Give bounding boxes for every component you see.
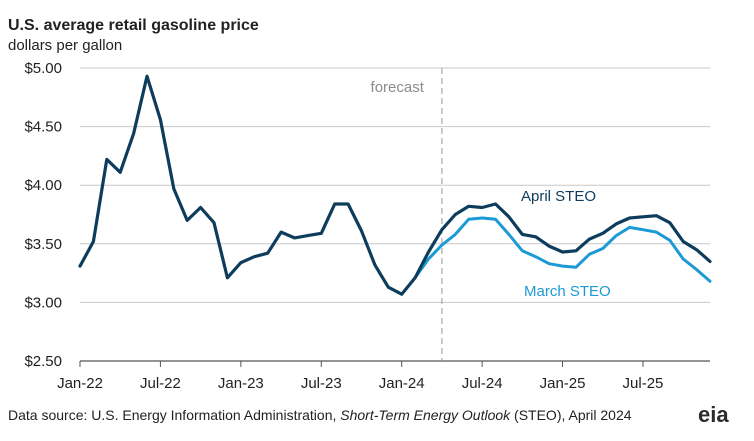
- x-tick-label: Jul-24: [462, 375, 503, 392]
- series-line-march-steo: [413, 216, 712, 283]
- y-tick-label: $2.50: [24, 353, 62, 370]
- grid-lines: [80, 67, 710, 362]
- y-tick-label: $5.00: [24, 60, 62, 77]
- x-tick-label: Jul-22: [140, 375, 181, 392]
- x-tick-label: Jan-23: [218, 375, 264, 392]
- forecast-label: forecast: [371, 79, 425, 96]
- x-tick-label: Jul-25: [623, 375, 664, 392]
- x-tick-label: Jul-23: [301, 375, 342, 392]
- chart-title: U.S. average retail gasoline price: [8, 17, 259, 34]
- chart-subtitle: dollars per gallon: [8, 37, 122, 54]
- data-source-note: Data source: U.S. Energy Information Adm…: [8, 407, 632, 423]
- y-axis: $2.50 $3.00 $3.50 $4.00 $4.50 $5.00: [24, 60, 62, 370]
- y-tick-label: $4.50: [24, 119, 62, 136]
- series-layer: [78, 74, 712, 296]
- y-tick-label: $3.00: [24, 294, 62, 311]
- x-tick-label: Jan-22: [57, 375, 103, 392]
- y-tick-label: $4.00: [24, 177, 62, 194]
- x-tick-label: Jan-25: [540, 375, 586, 392]
- series-line-april-steo: [78, 74, 712, 296]
- y-tick-label: $3.50: [24, 236, 62, 253]
- eia-logo: eia: [698, 402, 729, 427]
- x-axis: Jan-22 Jul-22 Jan-23 Jul-23 Jan-24 Jul-24 Jan-…: [57, 361, 663, 392]
- series-label-april-steo: April STEO: [521, 188, 596, 205]
- series-label-march-steo: March STEO: [524, 283, 611, 300]
- x-tick-label: Jan-24: [379, 375, 425, 392]
